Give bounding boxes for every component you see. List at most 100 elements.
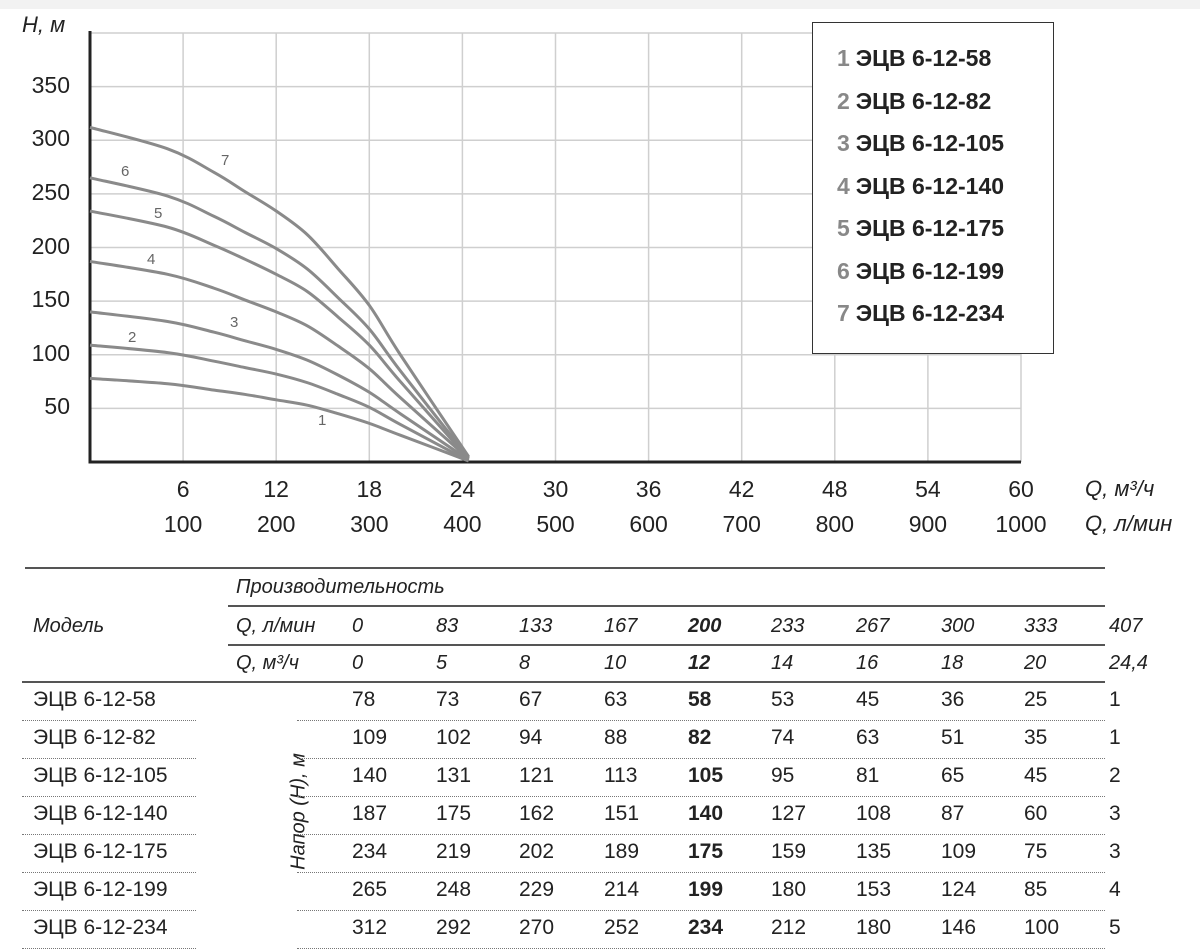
legend-item: 4 ЭЦВ 6-12-140	[837, 173, 1004, 200]
row-divider	[22, 910, 196, 911]
row-head-value: 175	[688, 840, 724, 863]
performance-header: Производительность	[236, 576, 445, 598]
head-axis-label: Напор (Н), м	[287, 753, 310, 870]
row-head-value: 25	[1024, 688, 1048, 711]
q-m3h-value: 20	[1024, 652, 1047, 674]
row-head-value: 153	[856, 878, 892, 901]
legend-model-name: ЭЦВ 6-12-234	[855, 300, 1005, 326]
row-head-value: 270	[519, 916, 555, 939]
row-head-value: 175	[436, 802, 472, 825]
curve-1	[89, 376, 470, 463]
q-m3h-value: 10	[604, 652, 627, 674]
row-head-value: 109	[941, 840, 977, 863]
x-tick-label-lmin: 900	[908, 511, 948, 537]
row-head-value: 78	[352, 688, 376, 711]
x-tick-label-m3h: 6	[176, 476, 190, 502]
q-lmin-value: 167	[604, 615, 638, 637]
legend-number: 1	[837, 45, 850, 71]
row-head-value: 229	[519, 878, 555, 901]
row-divider	[297, 796, 1105, 797]
row-divider	[297, 910, 1105, 911]
y-tick-label: 100	[31, 339, 70, 366]
row-head-value: 159	[771, 840, 807, 863]
row-model-name: ЭЦВ 6-12-58	[33, 688, 156, 711]
x-tick-label-lmin: 700	[722, 511, 761, 537]
curve-7	[89, 125, 470, 458]
legend-model-name: ЭЦВ 6-12-175	[855, 215, 1005, 241]
row-head-value: 94	[519, 726, 543, 749]
row-head-value: 5	[1109, 916, 1121, 939]
y-tick-label: 50	[44, 393, 70, 420]
q-m3h-value: 16	[856, 652, 879, 674]
y-tick-label: 250	[31, 178, 70, 205]
row-head-value: 212	[771, 916, 807, 939]
x-tick-label-lmin: 800	[815, 511, 854, 537]
row-divider	[297, 834, 1105, 835]
x-tick-label-lmin: 100	[163, 511, 203, 537]
y-tick-label: 300	[31, 125, 70, 152]
row-model-name: ЭЦВ 6-12-140	[33, 802, 168, 825]
row-divider	[297, 948, 1105, 949]
y-axis-label: H, м	[22, 12, 66, 37]
legend-number: 4	[837, 172, 850, 199]
legend-item: 1 ЭЦВ 6-12-58	[837, 45, 991, 72]
row-head-value: 3	[1109, 802, 1121, 825]
row-head-value: 252	[604, 916, 640, 939]
q-lmin-label: Q, л/мин	[236, 615, 316, 637]
curve-5	[89, 209, 470, 460]
legend-model-name: ЭЦВ 6-12-82	[855, 87, 992, 114]
row-head-value: 189	[604, 840, 640, 863]
pump-curve-chart	[88, 31, 1022, 464]
legend-number: 3	[837, 130, 850, 156]
y-tick-label: 150	[31, 286, 70, 313]
header-rule	[228, 605, 1105, 607]
row-head-value: 312	[352, 916, 388, 939]
row-head-value: 81	[856, 764, 880, 787]
legend-number: 6	[837, 257, 850, 284]
q-lmin-value: 133	[519, 615, 553, 637]
x-tick-label-lmin: 300	[350, 511, 389, 537]
row-head-value: 75	[1024, 840, 1048, 863]
curve-label-6: 6	[121, 163, 130, 180]
y-tick-label: 200	[31, 232, 70, 259]
x-tick-label-lmin: 500	[536, 511, 575, 537]
q-lmin-value: 233	[771, 615, 805, 637]
row-head-value: 35	[1024, 726, 1048, 749]
curve-label-3: 3	[230, 314, 239, 331]
x-tick-label-lmin: 1000	[995, 511, 1047, 537]
row-head-value: 121	[519, 764, 555, 787]
row-head-value: 3	[1109, 840, 1121, 863]
q-m3h-value: 18	[941, 652, 964, 674]
row-head-value: 51	[941, 726, 965, 749]
x-tick-label-lmin: 400	[443, 511, 482, 537]
q-m3h-value: 0	[352, 652, 364, 674]
row-head-value: 140	[352, 764, 388, 787]
row-head-value: 100	[1024, 916, 1060, 939]
legend: 1 ЭЦВ 6-12-58 2 ЭЦВ 6-12-82 3 ЭЦВ 6-12-105 4 ЭЦ…	[812, 22, 1054, 354]
row-head-value: 74	[771, 726, 795, 749]
row-model-name: ЭЦВ 6-12-199	[33, 878, 168, 901]
curve-label-7: 7	[221, 152, 230, 169]
q-m3h-value: 14	[771, 652, 794, 674]
top-band	[0, 0, 1200, 9]
legend-model-name: ЭЦВ 6-12-140	[855, 172, 1005, 199]
row-head-value: 234	[688, 916, 724, 939]
row-divider	[22, 872, 196, 873]
curve-2	[89, 343, 470, 463]
row-head-value: 73	[436, 688, 460, 711]
curve-3	[89, 310, 470, 462]
legend-model-name: ЭЦВ 6-12-105	[855, 130, 1005, 156]
row-divider	[22, 834, 196, 835]
x-tick-label-m3h: 24	[449, 476, 476, 502]
row-divider	[22, 720, 196, 721]
x-axis-label-m3h: Q, м³/ч	[1085, 476, 1155, 501]
row-head-value: 127	[771, 802, 807, 825]
row-head-value: 2	[1109, 764, 1121, 787]
row-head-value: 85	[1024, 878, 1048, 901]
row-head-value: 105	[688, 764, 724, 787]
q-m3h-value: 8	[519, 652, 531, 674]
row-divider	[22, 758, 196, 759]
row-head-value: 202	[519, 840, 555, 863]
row-head-value: 187	[352, 802, 388, 825]
legend-item: 3 ЭЦВ 6-12-105	[837, 130, 1004, 157]
